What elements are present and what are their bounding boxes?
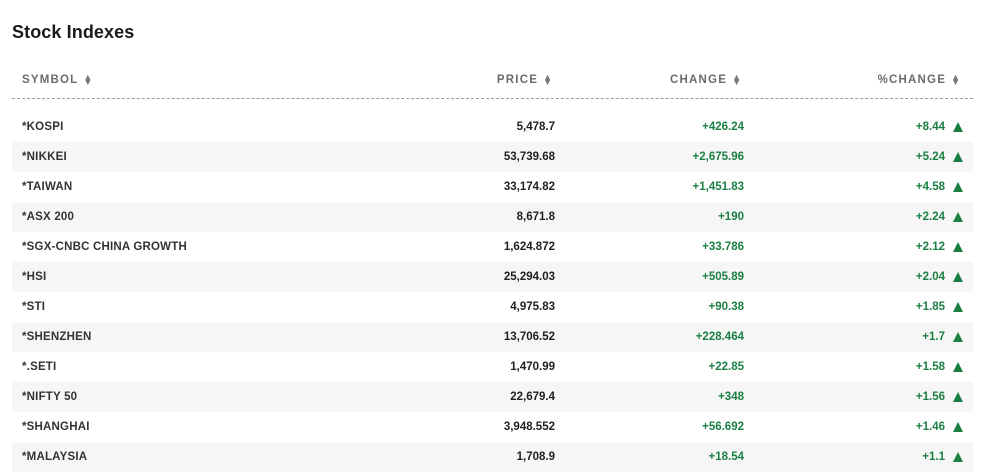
table-row[interactable]: *SHENZHEN 13,706.52 +228.464 +1.7: [12, 322, 973, 352]
pct-change-value: +2.24: [915, 211, 945, 223]
table-row[interactable]: *HSI 25,294.03 +505.89 +2.04: [12, 262, 973, 292]
symbol-link[interactable]: *MALAYSIA: [22, 451, 88, 463]
change-value: +1,451.83: [692, 181, 744, 193]
column-header-symbol[interactable]: SYMBOL ▲ ▼: [22, 72, 93, 87]
table-row[interactable]: *NIFTY 50 22,679.4 +348 +1.56: [12, 382, 973, 412]
symbol-link[interactable]: *NIKKEI: [22, 151, 67, 163]
column-header-price-label: PRICE: [496, 74, 539, 86]
up-triangle-icon: [953, 272, 963, 282]
price-value: 53,739.68: [503, 151, 555, 163]
symbol-link[interactable]: *NIFTY 50: [22, 391, 78, 403]
symbol-link[interactable]: *SHANGHAI: [22, 421, 90, 433]
price-value: 22,679.4: [510, 391, 555, 403]
table-row[interactable]: *ASX 200 8,671.8 +190 +2.24: [12, 202, 973, 232]
change-value: +33.786: [702, 241, 744, 253]
column-header-change[interactable]: CHANGE ▲ ▼: [670, 72, 741, 87]
change-value: +2,675.96: [692, 151, 744, 163]
price-value: 1,708.9: [516, 451, 555, 463]
up-triangle-icon: [953, 242, 963, 252]
column-header-pct-change[interactable]: %CHANGE ▲ ▼: [877, 72, 960, 87]
sort-arrows-icon: ▲ ▼: [951, 72, 960, 87]
pct-change-value: +2.04: [915, 271, 945, 283]
up-triangle-icon: [953, 212, 963, 222]
table-body: *KOSPI 5,478.7 +426.24 +8.44 *NIKKEI 53,…: [12, 112, 973, 472]
table-row[interactable]: *TAIWAN 33,174.82 +1,451.83 +4.58: [12, 172, 973, 202]
pct-change-value: +1.1: [922, 451, 945, 463]
symbol-link[interactable]: *STI: [22, 301, 46, 313]
column-header-change-label: CHANGE: [670, 74, 728, 86]
price-value: 8,671.8: [516, 211, 555, 223]
change-value: +190: [718, 211, 744, 223]
table-row[interactable]: *NIKKEI 53,739.68 +2,675.96 +5.24: [12, 142, 973, 172]
pct-change-value: +1.56: [915, 391, 945, 403]
price-value: 4,975.83: [510, 301, 555, 313]
up-triangle-icon: [953, 122, 963, 132]
sort-arrows-icon: ▲ ▼: [83, 72, 93, 87]
pct-change-value: +2.12: [915, 241, 945, 253]
symbol-link[interactable]: *KOSPI: [22, 121, 64, 133]
change-value: +22.85: [708, 361, 745, 373]
change-value: +505.89: [702, 271, 744, 283]
pct-change-value: +5.24: [915, 151, 945, 163]
table-row[interactable]: *SGX-CNBC CHINA GROWTH 1,624.872 +33.786…: [12, 232, 973, 262]
column-header-symbol-label: SYMBOL: [22, 74, 79, 86]
change-value: +228.464: [695, 331, 744, 343]
table-row[interactable]: *MALAYSIA 1,708.9 +18.54 +1.1: [12, 442, 973, 472]
symbol-link[interactable]: *ASX 200: [22, 211, 75, 223]
column-header-price[interactable]: PRICE ▲ ▼: [496, 72, 552, 87]
symbol-link[interactable]: *SHENZHEN: [22, 331, 92, 343]
up-triangle-icon: [953, 422, 963, 432]
symbol-link[interactable]: *.SETI: [22, 361, 57, 373]
sort-arrows-icon: ▲ ▼: [543, 72, 552, 87]
price-value: 13,706.52: [503, 331, 555, 343]
price-value: 1,470.99: [510, 361, 555, 373]
table-row[interactable]: *.SETI 1,470.99 +22.85 +1.58: [12, 352, 973, 382]
price-value: 25,294.03: [503, 271, 555, 283]
up-triangle-icon: [953, 152, 963, 162]
price-value: 3,948.552: [503, 421, 555, 433]
up-triangle-icon: [953, 302, 963, 312]
symbol-link[interactable]: *HSI: [22, 271, 47, 283]
symbol-link[interactable]: *TAIWAN: [22, 181, 73, 193]
table-row[interactable]: *SHANGHAI 3,948.552 +56.692 +1.46: [12, 412, 973, 442]
change-value: +18.54: [708, 451, 745, 463]
price-value: 5,478.7: [516, 121, 555, 133]
change-value: +56.692: [702, 421, 744, 433]
change-value: +90.38: [708, 301, 745, 313]
pct-change-value: +1.7: [922, 331, 945, 343]
column-header-pct-change-label: %CHANGE: [877, 74, 947, 86]
pct-change-value: +1.85: [915, 301, 945, 313]
up-triangle-icon: [953, 362, 963, 372]
sort-arrows-icon: ▲ ▼: [732, 72, 741, 87]
stock-indexes-table: SYMBOL ▲ ▼ PRICE ▲ ▼ CHANGE ▲ ▼ %CHANGE ▲ ▼ …: [12, 68, 973, 472]
pct-change-value: +1.46: [915, 421, 945, 433]
price-value: 33,174.82: [503, 181, 555, 193]
table-row[interactable]: *STI 4,975.83 +90.38 +1.85: [12, 292, 973, 322]
up-triangle-icon: [953, 332, 963, 342]
symbol-link[interactable]: *SGX-CNBC CHINA GROWTH: [22, 241, 187, 253]
up-triangle-icon: [953, 182, 963, 192]
table-header: SYMBOL ▲ ▼ PRICE ▲ ▼ CHANGE ▲ ▼ %CHANGE ▲ ▼: [12, 68, 973, 99]
up-triangle-icon: [953, 392, 963, 402]
table-row[interactable]: *KOSPI 5,478.7 +426.24 +8.44: [12, 112, 973, 142]
change-value: +348: [718, 391, 744, 403]
pct-change-value: +1.58: [915, 361, 945, 373]
page-title: Stock Indexes: [12, 22, 135, 42]
pct-change-value: +8.44: [915, 121, 945, 133]
price-value: 1,624.872: [503, 241, 555, 253]
up-triangle-icon: [953, 452, 963, 462]
change-value: +426.24: [702, 121, 744, 133]
pct-change-value: +4.58: [915, 181, 945, 193]
